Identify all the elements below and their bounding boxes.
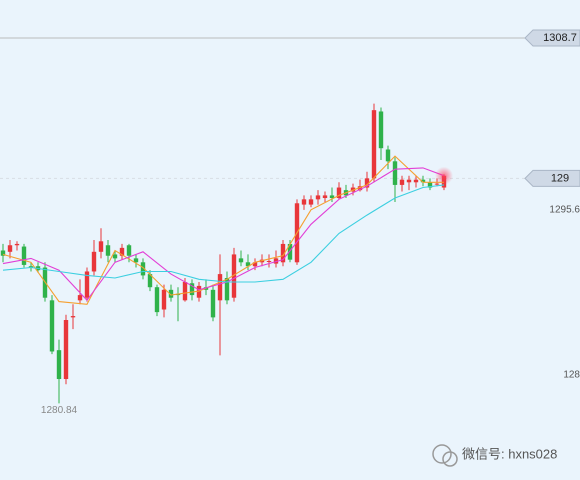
candle-body xyxy=(329,195,335,199)
candle-body xyxy=(434,183,440,185)
y-tick-label: 128 xyxy=(563,370,580,381)
candle-body xyxy=(322,195,328,199)
candle-body xyxy=(357,186,363,191)
candle-body xyxy=(210,289,216,318)
candle-body xyxy=(315,195,321,200)
candle-body xyxy=(70,316,76,318)
moving-average xyxy=(2,184,445,283)
candle-body xyxy=(161,289,167,310)
candle-body xyxy=(308,199,314,205)
low-annotation: 1280.84 xyxy=(41,405,78,416)
candle-body xyxy=(119,247,125,256)
candle-body xyxy=(63,320,69,380)
candle-body xyxy=(245,262,251,267)
candle-body xyxy=(126,245,132,256)
candle-body xyxy=(364,178,370,188)
candle-body xyxy=(56,350,62,380)
price-tag xyxy=(524,29,580,47)
candle-body xyxy=(14,243,20,246)
candle-body xyxy=(273,258,279,264)
candle-body xyxy=(91,251,97,272)
candle-body xyxy=(182,281,188,301)
candle-body xyxy=(280,243,286,263)
candle-body xyxy=(336,187,342,199)
candle-body xyxy=(49,300,55,352)
candle-body xyxy=(154,287,160,313)
candle-body xyxy=(420,179,426,183)
candle-body xyxy=(133,258,139,263)
candle-body xyxy=(217,274,223,301)
candle-body xyxy=(231,254,237,298)
candle-body xyxy=(371,110,377,179)
current-glow xyxy=(435,166,453,185)
watermark: 微信号: hxns028 xyxy=(462,446,557,461)
candle-body xyxy=(238,258,244,263)
candle-body xyxy=(21,246,27,265)
price-tag-label: 1308.7 xyxy=(543,32,577,44)
candle-body xyxy=(399,179,405,185)
candle-body xyxy=(252,262,258,267)
candle-body xyxy=(385,149,391,162)
candle-body xyxy=(413,179,419,183)
candle-body xyxy=(84,271,90,298)
candle-body xyxy=(0,250,6,256)
candle-body xyxy=(105,245,111,256)
candle-body xyxy=(147,274,153,288)
candle-body xyxy=(378,111,384,149)
candle-body xyxy=(168,289,174,298)
watermark-icon xyxy=(432,444,458,467)
candle-body xyxy=(350,187,356,192)
candle-body xyxy=(112,254,118,259)
candle-body xyxy=(427,182,433,188)
candle-body xyxy=(140,262,146,276)
moving-average xyxy=(2,155,444,305)
candle-body xyxy=(392,161,398,185)
candle-body xyxy=(287,243,293,260)
candle-body xyxy=(189,283,195,296)
candle-body xyxy=(301,199,307,205)
price-tag-label: 129 xyxy=(551,172,569,184)
y-tick-label: 1295.6 xyxy=(549,204,580,215)
candle-body xyxy=(7,245,13,252)
candle-body xyxy=(224,278,230,301)
candle-body xyxy=(77,295,83,301)
candle-body xyxy=(406,179,412,183)
candle-body xyxy=(98,241,104,252)
candle-body xyxy=(28,266,34,268)
price-tag xyxy=(524,169,580,187)
candle-body xyxy=(266,260,272,262)
candle-body xyxy=(196,285,202,298)
